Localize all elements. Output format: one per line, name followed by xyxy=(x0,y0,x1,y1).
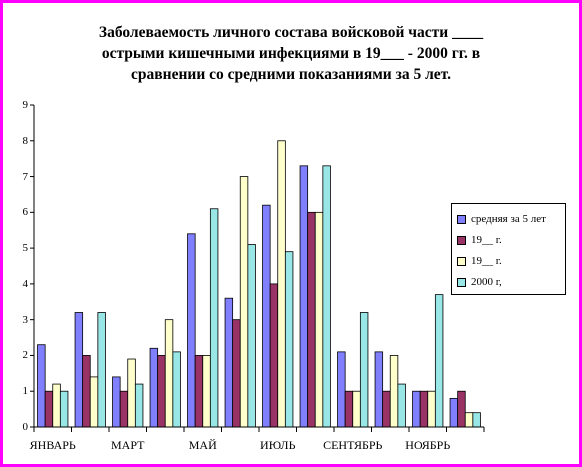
x-tick-label: ИЮЛЬ xyxy=(260,438,296,452)
bar-series-3-cat-7 xyxy=(277,140,286,428)
y-tick-label: 0 xyxy=(22,421,29,433)
y-tick-label: 1 xyxy=(22,385,29,398)
legend-item-series-2: 19__ г. xyxy=(457,233,502,247)
bar-series-3-cat-4 xyxy=(164,319,174,428)
bar-series-4-cat-7 xyxy=(284,251,294,428)
bar-series-4-cat-12 xyxy=(472,412,481,428)
chart-title-line-3: сравнении со средними показаниями за 5 л… xyxy=(131,66,451,83)
bar-series-2-cat-12 xyxy=(457,390,466,428)
chart-title-line-2: острыми кишечными инфекциями в 19___ - 2… xyxy=(101,45,481,62)
bar-series-2-cat-8 xyxy=(307,211,316,428)
bar-series-3-cat-1 xyxy=(52,383,61,428)
bar-series-1-cat-5 xyxy=(187,233,196,428)
bar-series-4-cat-1 xyxy=(59,390,69,428)
axes xyxy=(30,104,485,432)
bar-series-4-cat-11 xyxy=(434,294,444,428)
legend-swatch-2 xyxy=(457,235,466,245)
legend-item-series-1: средняя за 5 лет xyxy=(457,212,546,226)
bar-series-2-cat-3 xyxy=(119,390,129,428)
legend-item-series-4: 2000 г, xyxy=(457,275,502,289)
x-tick-label: МАРТ xyxy=(111,438,145,452)
bar-series-3-cat-8 xyxy=(314,211,324,428)
bar-series-4-cat-5 xyxy=(209,208,219,428)
bar-series-2-cat-7 xyxy=(269,283,279,428)
bar-series-3-cat-12 xyxy=(464,412,474,428)
bar-series-1-cat-7 xyxy=(262,204,271,428)
y-tick-label: 3 xyxy=(22,313,29,326)
bar-series-4-cat-2 xyxy=(97,312,106,428)
bar-series-2-cat-4 xyxy=(157,355,166,428)
bar-series-3-cat-3 xyxy=(127,358,136,428)
bar-group xyxy=(37,140,481,428)
x-tick-label: НОЯБРЬ xyxy=(405,438,451,452)
y-tick-label: 2 xyxy=(22,349,29,362)
x-tick-label: СЕНТЯБРЬ xyxy=(323,438,383,452)
bar-series-3-cat-11 xyxy=(427,390,436,428)
bar-series-2-cat-6 xyxy=(232,319,241,428)
chart-title-line-1: Заболеваемость личного состава войсковой… xyxy=(98,24,484,41)
bar-series-1-cat-2 xyxy=(74,312,84,428)
y-tick-label: 9 xyxy=(22,99,29,111)
legend-label-2: 19__ г. xyxy=(471,234,502,246)
bar-series-2-cat-5 xyxy=(194,355,204,428)
y-tick-label: 4 xyxy=(22,277,29,290)
bar-series-1-cat-4 xyxy=(149,347,159,428)
bar-series-4-cat-3 xyxy=(134,383,144,428)
bar-series-3-cat-10 xyxy=(389,355,399,428)
chart-title: Заболеваемость личного состава войсковой… xyxy=(40,22,542,85)
bar-series-2-cat-2 xyxy=(82,355,91,428)
legend-swatch-4 xyxy=(457,277,466,287)
x-tick-label: МАЙ xyxy=(188,438,217,452)
x-tick-label: ЯНВАРЬ xyxy=(29,438,76,452)
legend-swatch-3 xyxy=(457,256,466,266)
bar-series-3-cat-2 xyxy=(89,376,99,428)
y-tick-label: 6 xyxy=(22,206,29,219)
bar-series-4-cat-10 xyxy=(397,383,406,428)
bar-series-1-cat-9 xyxy=(337,351,346,428)
bar-series-2-cat-11 xyxy=(419,390,429,428)
bar-series-2-cat-10 xyxy=(382,390,391,428)
bar-series-1-cat-12 xyxy=(449,397,459,428)
bar-series-3-cat-6 xyxy=(239,176,249,428)
bar-series-4-cat-4 xyxy=(172,351,181,428)
bar-series-2-cat-1 xyxy=(44,390,54,428)
bar-series-1-cat-10 xyxy=(374,351,384,428)
legend: средняя за 5 лет 19__ г. 19__ г. 2000 г, xyxy=(451,203,566,295)
legend-item-series-3: 19__ г. xyxy=(457,254,502,268)
bar-series-1-cat-8 xyxy=(299,165,309,428)
bar-series-2-cat-9 xyxy=(344,390,354,428)
legend-label-3: 19__ г. xyxy=(471,255,502,267)
bar-series-1-cat-1 xyxy=(37,344,46,428)
legend-swatch-1 xyxy=(457,214,466,224)
bar-series-1-cat-6 xyxy=(224,297,234,428)
bar-series-4-cat-9 xyxy=(359,312,369,428)
y-tick-label: 8 xyxy=(22,134,29,147)
y-tick-label: 7 xyxy=(22,170,29,183)
bar-series-3-cat-9 xyxy=(352,390,361,428)
bar-series-4-cat-8 xyxy=(322,165,331,428)
bar-series-1-cat-11 xyxy=(412,390,421,428)
legend-label-1: средняя за 5 лет xyxy=(471,213,546,225)
bar-series-3-cat-5 xyxy=(202,355,211,428)
y-tick-label: 5 xyxy=(22,242,29,255)
bar-series-4-cat-6 xyxy=(247,244,256,428)
bar-series-1-cat-3 xyxy=(112,376,121,428)
legend-label-4: 2000 г, xyxy=(471,276,502,288)
